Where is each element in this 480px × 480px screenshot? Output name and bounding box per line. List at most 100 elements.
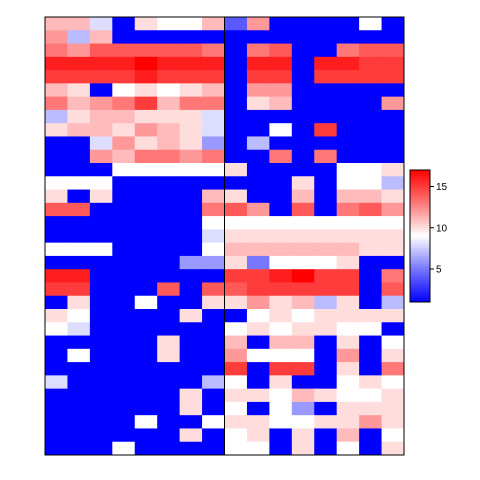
heatmap-cell bbox=[359, 229, 383, 244]
heatmap-cell bbox=[179, 295, 203, 310]
heatmap-cell bbox=[112, 375, 136, 390]
heatmap-cell bbox=[45, 189, 68, 204]
heatmap-cell bbox=[224, 123, 248, 137]
heatmap-cell bbox=[314, 335, 338, 350]
heatmap-cell bbox=[89, 348, 113, 363]
heatmap-cell bbox=[179, 56, 203, 71]
heatmap-cell bbox=[202, 163, 225, 177]
heatmap-cell bbox=[45, 282, 68, 297]
heatmap-cell bbox=[157, 30, 181, 45]
heatmap-cell bbox=[45, 17, 68, 31]
heatmap-cell bbox=[157, 255, 181, 270]
heatmap-cell bbox=[202, 202, 225, 217]
legend-color-step bbox=[410, 204, 430, 207]
heatmap-cell bbox=[202, 388, 225, 403]
heatmap-cell bbox=[269, 17, 293, 31]
legend-color-step bbox=[410, 260, 430, 263]
heatmap-cell bbox=[134, 17, 158, 31]
heatmap-cell bbox=[336, 322, 360, 337]
heatmap-cell bbox=[112, 70, 136, 84]
legend-color-step bbox=[410, 254, 430, 257]
heatmap-cell bbox=[359, 96, 383, 111]
heatmap-cell bbox=[89, 136, 113, 151]
heatmap-cell bbox=[381, 43, 405, 58]
heatmap-cell bbox=[89, 83, 113, 98]
heatmap-cell bbox=[269, 176, 293, 191]
legend-color-step bbox=[410, 174, 430, 177]
heatmap-cell bbox=[336, 149, 360, 164]
heatmap-cell bbox=[67, 17, 91, 31]
legend-color-step bbox=[410, 248, 430, 251]
legend-border bbox=[409, 169, 431, 303]
legend-color-step bbox=[410, 228, 430, 231]
heatmap-cell bbox=[291, 229, 315, 244]
heatmap-cell bbox=[179, 202, 203, 217]
heatmap-cell bbox=[246, 176, 270, 191]
heatmap-cell bbox=[202, 348, 225, 363]
heatmap-cell bbox=[269, 96, 293, 111]
heatmap-cell bbox=[336, 56, 360, 71]
heatmap-cell bbox=[89, 70, 113, 84]
heatmap-cell bbox=[202, 149, 225, 164]
legend-color-step bbox=[410, 232, 430, 235]
heatmap-cell bbox=[336, 216, 360, 230]
heatmap-cell bbox=[314, 362, 338, 376]
heatmap-cell bbox=[381, 17, 405, 31]
heatmap-cell bbox=[246, 441, 270, 456]
heatmap-cell bbox=[314, 415, 338, 429]
heatmap-cell bbox=[67, 362, 91, 376]
heatmap-cell bbox=[67, 229, 91, 244]
heatmap-cell bbox=[269, 255, 293, 270]
heatmap-cell bbox=[359, 295, 383, 310]
heatmap-cell bbox=[291, 136, 315, 151]
heatmap-cell bbox=[112, 123, 136, 137]
heatmap-cell bbox=[202, 309, 225, 323]
heatmap-cell bbox=[89, 43, 113, 58]
heatmap-cell bbox=[202, 375, 225, 390]
heatmap-cell bbox=[314, 30, 338, 45]
heatmap-cell bbox=[157, 56, 181, 71]
heatmap-cell bbox=[359, 282, 383, 297]
heatmap-cell bbox=[336, 43, 360, 58]
heatmap-cell bbox=[89, 362, 113, 376]
heatmap-cell bbox=[291, 441, 315, 456]
heatmap-cell bbox=[291, 149, 315, 164]
heatmap-cell bbox=[134, 43, 158, 58]
heatmap-cell bbox=[179, 428, 203, 443]
heatmap-cell bbox=[246, 189, 270, 204]
heatmap-cell bbox=[336, 441, 360, 456]
legend-color-step bbox=[410, 230, 430, 233]
heatmap-cell bbox=[381, 309, 405, 323]
heatmap-cell bbox=[381, 348, 405, 363]
heatmap-cell bbox=[179, 17, 203, 31]
heatmap-cell bbox=[202, 242, 225, 257]
heatmap-cell bbox=[336, 401, 360, 416]
legend-tick-label: 5 bbox=[436, 265, 442, 276]
heatmap-cell bbox=[336, 30, 360, 45]
heatmap-cell bbox=[67, 109, 91, 124]
heatmap-cell bbox=[202, 17, 225, 31]
heatmap-cell bbox=[291, 375, 315, 390]
legend-color-step bbox=[410, 286, 430, 289]
heatmap-cell bbox=[314, 269, 338, 283]
heatmap-cell bbox=[112, 295, 136, 310]
heatmap-cell bbox=[112, 269, 136, 283]
heatmap-cell bbox=[246, 269, 270, 283]
heatmap-cell bbox=[134, 415, 158, 429]
heatmap-cell bbox=[269, 229, 293, 244]
heatmap-cell bbox=[381, 441, 405, 456]
heatmap-cell bbox=[224, 43, 248, 58]
heatmap-cell bbox=[314, 348, 338, 363]
legend-color-step bbox=[410, 280, 430, 283]
heatmap-cell bbox=[246, 375, 270, 390]
heatmap-cell bbox=[134, 428, 158, 443]
heatmap-cell bbox=[157, 189, 181, 204]
heatmap-cell bbox=[89, 189, 113, 204]
heatmap-cell bbox=[359, 189, 383, 204]
heatmap-cell bbox=[314, 202, 338, 217]
heatmap-cell bbox=[246, 43, 270, 58]
heatmap-cell bbox=[179, 309, 203, 323]
heatmap-cell bbox=[359, 202, 383, 217]
heatmap-cell bbox=[336, 348, 360, 363]
